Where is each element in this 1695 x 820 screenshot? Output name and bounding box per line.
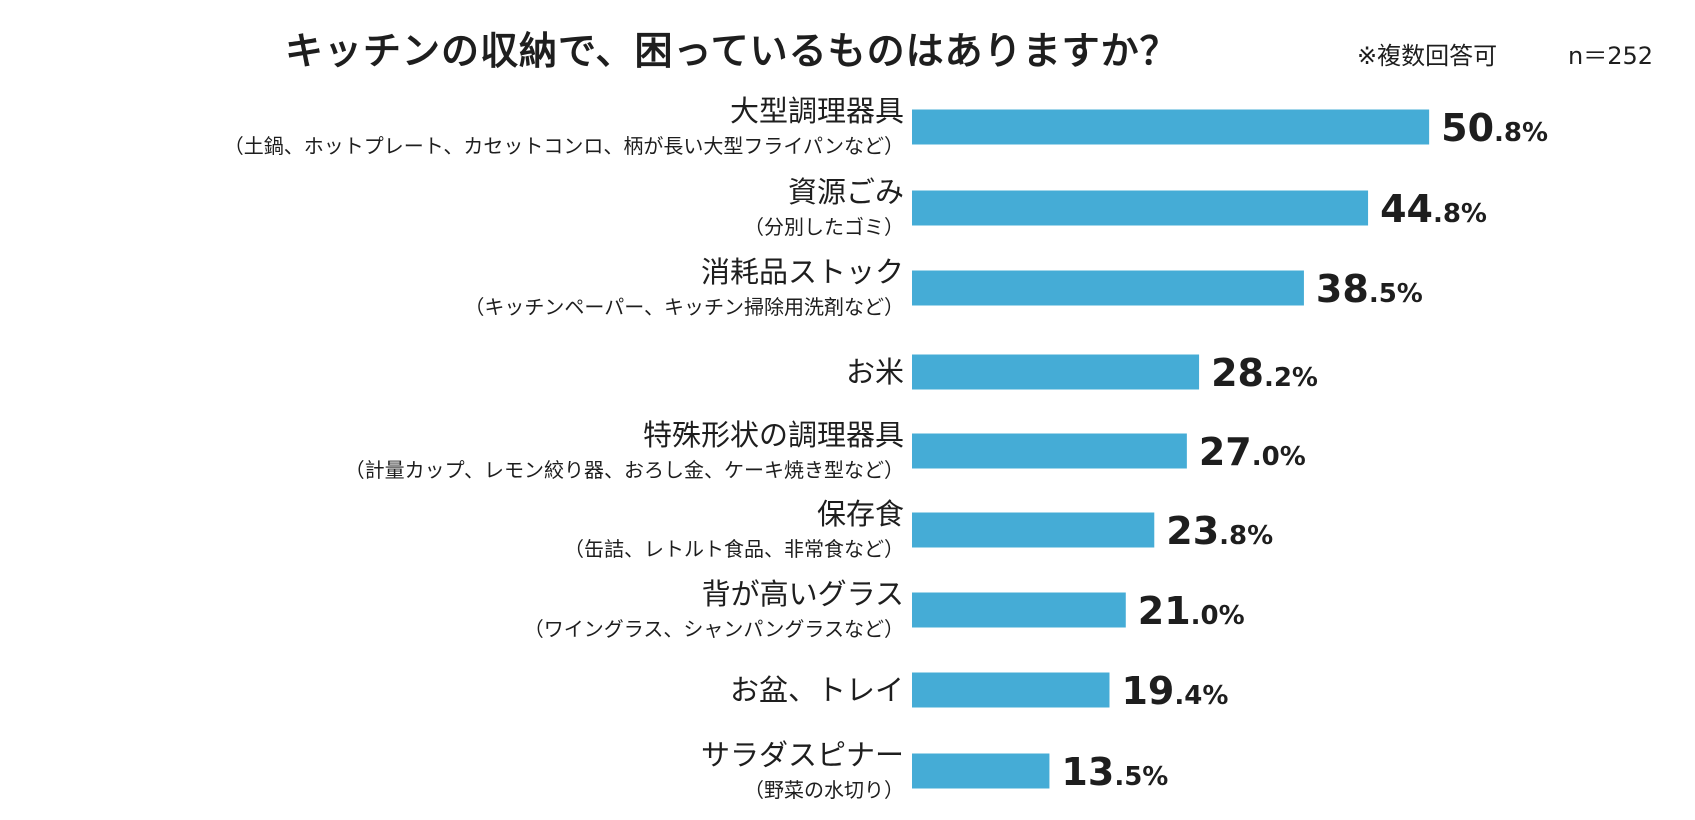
multiple-answer-note: ※複数回答可 <box>1357 42 1498 70</box>
category-label: 資源ごみ <box>788 175 904 209</box>
category-label: 保存食 <box>817 497 904 531</box>
value-label: 19.4% <box>1121 669 1228 713</box>
value-label: 28.2% <box>1211 351 1318 395</box>
bar <box>912 270 1304 306</box>
bar-row: 背が高いグラス （ワイングラス、シャンパングラスなど） 21.0% <box>524 577 1245 641</box>
bar <box>912 592 1126 628</box>
bar-row: 大型調理器具 （土鍋、ホットプレート、カセットコンロ、柄が長い大型フライパンなど）… <box>224 94 1548 158</box>
value-label: 50.8% <box>1441 106 1548 150</box>
value-label: 13.5% <box>1061 750 1168 794</box>
bar-row: 保存食 （缶詰、レトルト食品、非常食など） 23.8% <box>564 497 1273 561</box>
bar-row: 消耗品ストック （キッチンペーパー、キッチン掃除用洗剤など） 38.5% <box>464 255 1422 319</box>
category-label: サラダスピナー <box>701 738 904 772</box>
category-sublabel: （計量カップ、レモン絞り器、おろし金、ケーキ焼き型など） <box>345 458 904 482</box>
category-label: 背が高いグラス <box>702 577 904 611</box>
value-label: 44.8% <box>1380 187 1487 231</box>
bar <box>912 354 1200 390</box>
chart-header: キッチンの収納で、困っているものはありますか？ ※複数回答可 n＝252 <box>0 18 1695 78</box>
bar <box>912 190 1369 226</box>
category-sublabel: （分別したゴミ） <box>744 215 904 239</box>
category-label: お米 <box>846 355 904 389</box>
category-label: お盆、トレイ <box>730 673 904 707</box>
category-sublabel: （野菜の水切り） <box>744 778 904 802</box>
category-label: 大型調理器具 <box>730 94 904 128</box>
chart-title: キッチンの収納で、困っているものはありますか？ <box>285 29 1179 73</box>
value-label: 23.8% <box>1166 509 1273 553</box>
bar-row: お盆、トレイ 19.4% <box>730 669 1228 713</box>
bar <box>912 433 1187 469</box>
category-sublabel: （缶詰、レトルト食品、非常食など） <box>564 537 904 561</box>
bar-row: お米 28.2% <box>846 351 1318 395</box>
sample-size: n＝252 <box>1568 42 1654 70</box>
value-label: 38.5% <box>1316 267 1423 311</box>
bar <box>912 109 1430 145</box>
category-label: 消耗品ストック <box>701 255 904 289</box>
value-label: 27.0% <box>1199 430 1306 474</box>
category-sublabel: （キッチンペーパー、キッチン掃除用洗剤など） <box>464 295 904 319</box>
bar <box>912 512 1155 548</box>
category-sublabel: （ワイングラス、シャンパングラスなど） <box>524 617 904 641</box>
bar-row: サラダスピナー （野菜の水切り） 13.5% <box>701 738 1168 802</box>
bar <box>912 672 1110 708</box>
bar <box>912 753 1050 789</box>
category-label: 特殊形状の調理器具 <box>643 418 904 452</box>
value-label: 21.0% <box>1138 589 1245 633</box>
bar-row: 特殊形状の調理器具 （計量カップ、レモン絞り器、おろし金、ケーキ焼き型など） 27.… <box>345 418 1306 482</box>
bar-row: 資源ごみ （分別したゴミ） 44.8% <box>744 175 1487 239</box>
category-sublabel: （土鍋、ホットプレート、カセットコンロ、柄が長い大型フライパンなど） <box>224 134 904 158</box>
